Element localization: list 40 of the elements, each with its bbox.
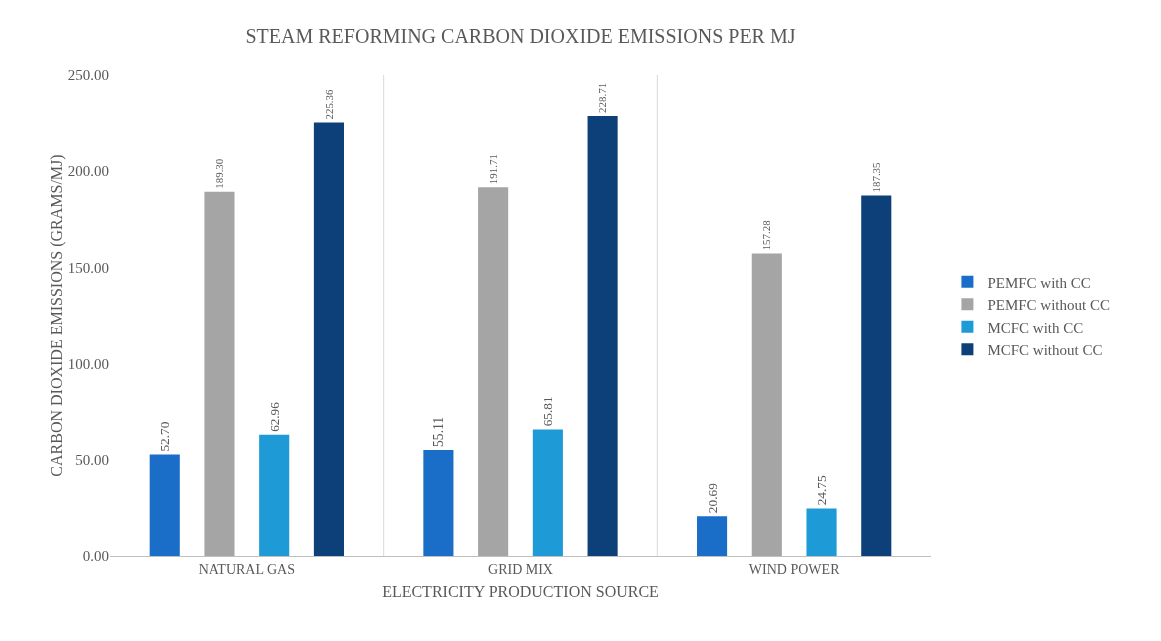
bar (861, 195, 892, 556)
chart-title: STEAM REFORMING CARBON DIOXIDE EMISSIONS PER MJ (245, 24, 796, 47)
bar (259, 434, 290, 556)
bar (587, 115, 618, 556)
x-tick-label: GRID MIX (488, 561, 553, 577)
text: 65.81 (540, 396, 556, 427)
bar (478, 187, 509, 556)
y-tick-label: 250.00 (67, 67, 109, 84)
y-tick-label: 150.00 (67, 259, 109, 276)
x-tick-label: WIND POWER (748, 561, 841, 577)
text: 52.70 (157, 421, 173, 452)
text: 228.71 (596, 82, 609, 113)
y-axis-title: CARBON DIOXIDE EMISSIONS (GRAMS/MJ) (47, 154, 66, 477)
legend-label: PEMFC without CC (987, 297, 1110, 314)
bar (423, 449, 454, 556)
bar (751, 253, 782, 556)
x-tick-label: NATURAL GAS (198, 561, 295, 577)
bar (204, 191, 235, 556)
bar (806, 508, 837, 556)
text: 191.71 (486, 154, 499, 185)
text: 157.28 (760, 220, 773, 251)
text: 189.30 (213, 158, 226, 189)
legend-label: MCFC with CC (987, 319, 1084, 336)
bar (697, 516, 728, 556)
text: 187.35 (869, 162, 882, 193)
x-axis-title: ELECTRICITY PRODUCTION SOURCE (382, 583, 659, 601)
bar (532, 429, 563, 556)
text: 225.36 (322, 89, 335, 120)
text: 20.69 (704, 483, 720, 514)
y-tick-label: 100.00 (67, 355, 109, 372)
legend-label: PEMFC with CC (987, 274, 1091, 291)
y-tick-label: 200.00 (67, 163, 109, 180)
text: 24.75 (814, 475, 829, 506)
bar (313, 122, 344, 556)
y-tick-label: 50.00 (75, 452, 109, 469)
text: 62.96 (266, 402, 282, 432)
text: 55.11 (430, 416, 446, 447)
bar (149, 454, 180, 556)
legend-label: MCFC without CC (987, 342, 1103, 359)
y-tick-label: 0.00 (82, 548, 109, 565)
